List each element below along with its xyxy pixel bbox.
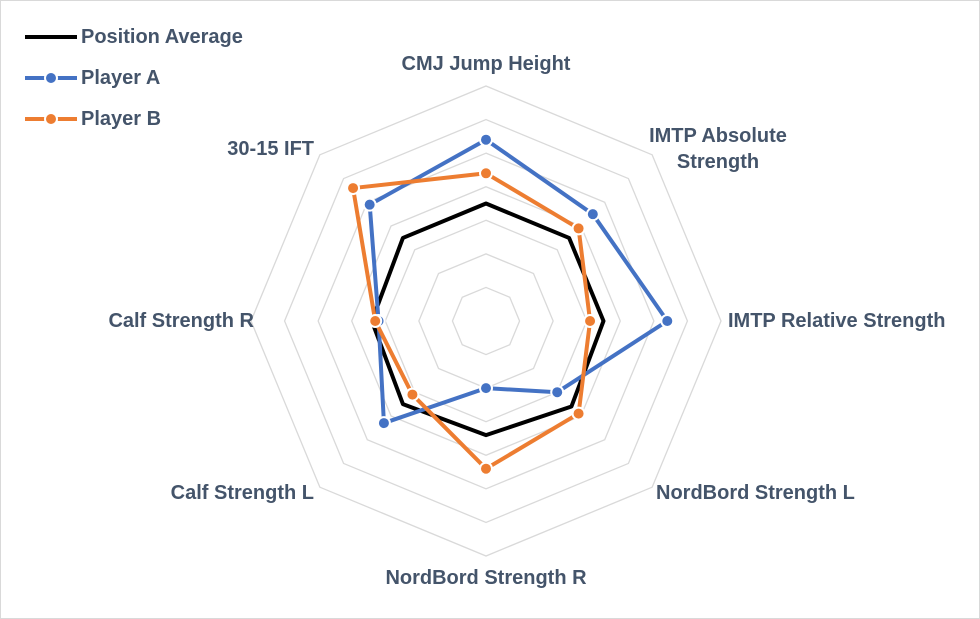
series-line <box>369 201 606 438</box>
data-point <box>479 166 493 181</box>
grid-ring <box>250 85 722 557</box>
legend-label: Player A <box>81 67 161 89</box>
legend-marker <box>44 112 58 126</box>
axis-label: Calf Strength R <box>108 310 254 332</box>
axis-label: NordBord Strength L <box>656 482 855 504</box>
grid-ring <box>418 253 554 389</box>
axis-label: IMTP Absolute Strength <box>649 125 787 173</box>
axis-label: NordBord Strength R <box>385 567 587 589</box>
data-point <box>583 314 598 328</box>
grid-ring <box>451 286 521 356</box>
data-point <box>479 461 493 476</box>
grid-ring <box>317 152 655 490</box>
legend-marker <box>44 71 58 85</box>
axis-label: CMJ Jump Height <box>401 53 571 75</box>
data-point <box>346 181 361 196</box>
data-point <box>585 207 600 222</box>
data-point <box>550 385 565 400</box>
data-point <box>405 387 420 402</box>
axis-label: IMTP Relative Strength <box>728 310 946 332</box>
axis-label: Calf Strength L <box>170 482 314 504</box>
data-point <box>571 221 586 236</box>
data-point <box>479 132 493 147</box>
data-point <box>362 197 377 212</box>
legend-label: Player B <box>81 108 162 130</box>
grid-ring <box>384 219 588 423</box>
data-point <box>660 314 675 328</box>
data-point <box>571 406 586 421</box>
axis-label: 30-15 IFT <box>227 138 314 160</box>
data-point <box>479 381 493 396</box>
data-point <box>376 416 391 431</box>
data-point <box>368 314 383 328</box>
grid-ring <box>351 186 621 456</box>
legend-label: Position Average <box>81 26 243 48</box>
grid-ring <box>283 118 689 524</box>
